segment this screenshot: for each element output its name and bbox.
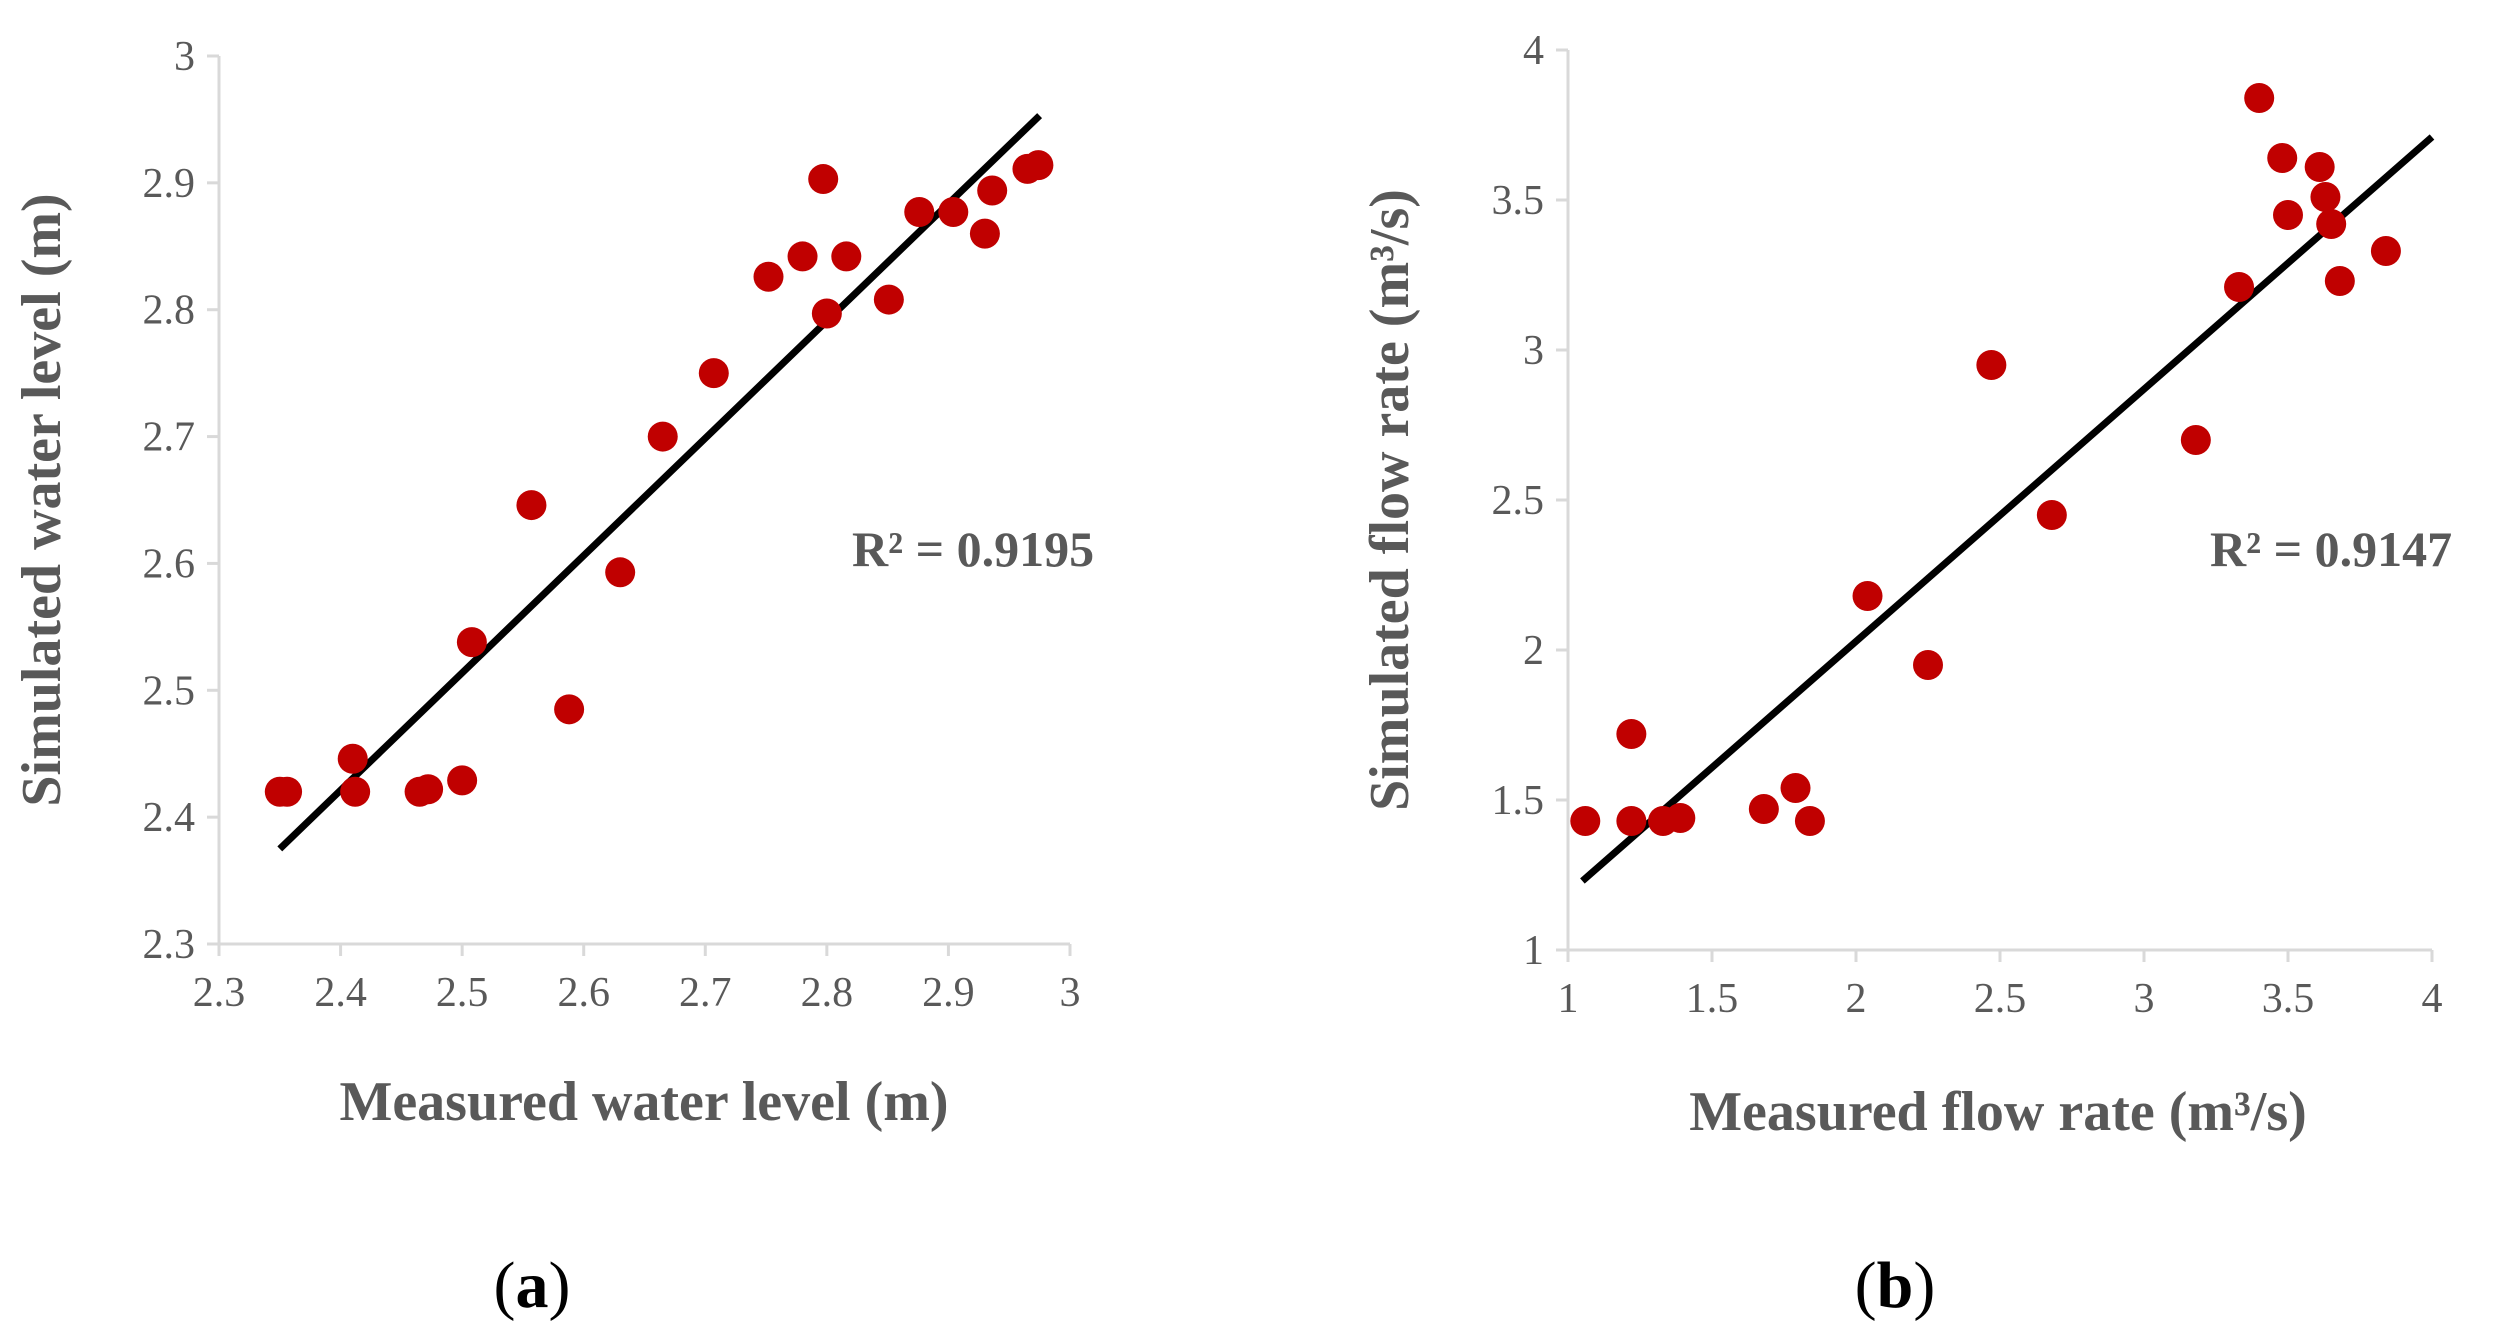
chart-b-data-point xyxy=(1794,806,1825,836)
chart-b-x-tick-label: 3.5 xyxy=(2262,976,2315,1022)
chart-a-data-point xyxy=(337,743,368,774)
chart-a-y-tick-label: 2.9 xyxy=(143,161,196,207)
chart-a-data-point xyxy=(647,421,678,452)
chart-b-panel-label: (b) xyxy=(1855,1249,1936,1322)
chart-b-data-point xyxy=(2036,500,2067,530)
chart-a: 2.3 2.4 2.5 2.6 2.7 2.8 2.9 3 2.32.42.52.62.72.… xyxy=(11,34,1094,1322)
chart-b-y-tick-label: 3.5 xyxy=(1492,178,1545,224)
chart-a-x-tick-label: 2.6 xyxy=(557,970,610,1016)
chart-b-y-ticks: 1 1.5 2 2.5 3 3.5 4 xyxy=(1492,28,1568,974)
chart-a-data-point xyxy=(831,241,862,272)
chart-a-data-point xyxy=(808,164,839,195)
chart-a-data-point xyxy=(516,490,547,521)
chart-a-data-point xyxy=(272,776,303,807)
chart-a-data-point xyxy=(456,627,487,658)
chart-b-data-point xyxy=(1570,806,1601,836)
chart-a-data-point xyxy=(605,557,636,588)
chart-b-y-tick-label: 1.5 xyxy=(1492,778,1545,824)
chart-b-y-axis-title: Simulated flow rate (m³/s) xyxy=(1359,189,1421,811)
chart-a-data-point xyxy=(904,197,935,228)
chart-a-data-point xyxy=(969,218,1000,249)
chart-a-y-ticks: 2.3 2.4 2.5 2.6 2.7 2.8 2.9 3 xyxy=(143,34,219,968)
chart-b-x-ticks: 1 1.5 2 2.5 3 3.5 4 xyxy=(1558,950,2443,1022)
chart-a-data-point xyxy=(413,774,444,805)
chart-a-data-point xyxy=(447,765,478,796)
chart-b-y-tick-label: 2 xyxy=(1523,628,1544,674)
chart-b-y-tick-label: 3 xyxy=(1523,328,1544,374)
chart-a-y-tick-label: 3 xyxy=(174,34,195,80)
chart-a-data-point xyxy=(753,261,784,292)
chart-a-data-point xyxy=(698,358,729,389)
chart-b-data-point xyxy=(1616,806,1647,836)
chart-b-data-point xyxy=(2267,143,2298,173)
chart-a-data-point xyxy=(340,776,371,807)
chart-b-data-point xyxy=(2304,152,2335,182)
chart-a-panel-label: (a) xyxy=(494,1249,571,1322)
chart-b-x-tick-label: 2 xyxy=(1846,976,1867,1022)
chart-b-data-point xyxy=(2224,272,2255,302)
chart-b-data-point xyxy=(1616,719,1647,749)
chart-a-x-tick-label: 2.9 xyxy=(922,970,975,1016)
chart-b-y-tick-label: 2.5 xyxy=(1492,478,1545,524)
chart-b-y-tick-label: 4 xyxy=(1523,28,1544,74)
chart-a-x-tick-label: 2.3 xyxy=(193,970,246,1016)
chart-a-data-point xyxy=(938,197,969,228)
chart-a-y-tick-label: 2.5 xyxy=(143,668,196,714)
chart-b-data-point xyxy=(2310,182,2341,212)
chart-b-data-point xyxy=(2273,200,2303,230)
chart-a-data-point xyxy=(1023,150,1054,181)
chart-b-x-tick-label: 4 xyxy=(2422,976,2443,1022)
chart-b-x-axis-title: Measured flow rate (m³/s) xyxy=(1689,1081,2307,1143)
chart-a-y-tick-label: 2.4 xyxy=(143,795,196,841)
chart-b-data-point xyxy=(1748,794,1779,824)
chart-b-y-tick-label: 1 xyxy=(1523,928,1544,974)
chart-a-x-tick-label: 2.7 xyxy=(679,970,732,1016)
chart-b-trendline xyxy=(1580,134,2435,884)
chart-b-x-tick-label: 1 xyxy=(1558,976,1579,1022)
chart-b-data-point xyxy=(2324,266,2355,296)
chart-b-r2-annotation: R² = 0.9147 xyxy=(2210,521,2452,577)
chart-a-y-tick-label: 2.7 xyxy=(143,415,196,461)
chart-a-data-point xyxy=(554,694,585,725)
chart-a-x-tick-label: 3 xyxy=(1060,970,1081,1016)
chart-a-data-point xyxy=(787,241,818,272)
chart-b-x-tick-label: 2.5 xyxy=(1974,976,2027,1022)
chart-a-r2-annotation: R² = 0.9195 xyxy=(852,521,1094,577)
chart-b-data-point xyxy=(1665,803,1696,833)
chart-b-data-point xyxy=(1780,773,1811,803)
chart-a-x-tick-label: 2.4 xyxy=(314,970,367,1016)
chart-b-data-point xyxy=(2180,425,2211,455)
chart-b-data-point xyxy=(2370,236,2401,266)
chart-a-x-ticks: 2.3 2.4 2.5 2.6 2.7 2.8 2.9 3 xyxy=(193,944,1081,1016)
chart-b: 1 1.5 2 2.5 3 3.5 4 11.522.533.54 R² = 0.9147 … xyxy=(1359,28,2452,1322)
chart-a-y-tick-label: 2.6 xyxy=(143,541,196,587)
chart-b-points xyxy=(1570,83,2401,836)
chart-a-points xyxy=(264,150,1054,807)
chart-a-x-tick-label: 2.8 xyxy=(801,970,854,1016)
chart-b-data-point xyxy=(2316,209,2347,239)
chart-a-trendline xyxy=(277,113,1043,852)
chart-b-data-point xyxy=(1852,581,1883,611)
chart-a-y-axis-title: Simulated water level (m) xyxy=(11,193,73,806)
chart-a-data-point xyxy=(873,284,904,315)
chart-a-x-tick-label: 2.5 xyxy=(436,970,489,1016)
chart-a-data-point xyxy=(811,298,842,329)
chart-a-y-tick-label: 2.3 xyxy=(143,922,196,968)
chart-a-data-point xyxy=(977,175,1008,206)
chart-b-data-point xyxy=(1976,350,2007,380)
chart-a-x-axis-title: Measured water level (m) xyxy=(339,1071,948,1133)
chart-b-x-tick-label: 1.5 xyxy=(1686,976,1739,1022)
chart-a-y-tick-label: 2.8 xyxy=(143,288,196,334)
chart-b-data-point xyxy=(2244,83,2275,113)
chart-b-data-point xyxy=(1913,650,1943,680)
chart-b-x-tick-label: 3 xyxy=(2134,976,2155,1022)
